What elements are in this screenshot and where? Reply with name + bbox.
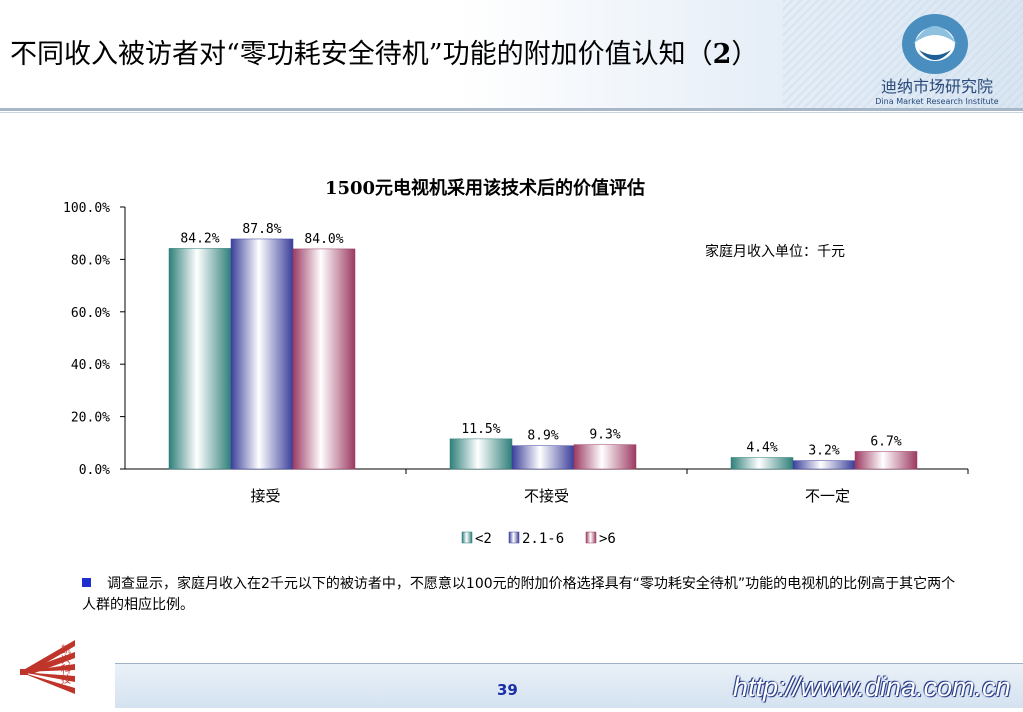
header-divider (0, 108, 1023, 111)
bar-value-label: 3.2% (808, 444, 839, 459)
legend-label: >6 (599, 531, 616, 547)
svg-text:凯兴科技: 凯兴科技 (59, 643, 71, 685)
header-divider-thin (0, 112, 1023, 113)
bar (449, 438, 513, 470)
y-tick-label: 0.0% (79, 463, 110, 478)
y-tick-label: 80.0% (71, 253, 110, 268)
company-logo-lettering: 凯兴科技 (59, 643, 71, 685)
income-unit-note: 家庭月收入单位：千元 (705, 244, 845, 260)
bullet-icon (82, 578, 91, 587)
bar-value-label: 4.4% (746, 440, 777, 455)
y-tick-label: 100.0% (63, 201, 110, 216)
bar-value-label: 87.8% (242, 222, 281, 237)
y-tick-label: 60.0% (71, 306, 110, 321)
x-category-label: 不一定 (805, 487, 850, 505)
legend-swatch (508, 531, 520, 544)
footer-band (115, 664, 1023, 708)
bar-value-label: 84.0% (304, 232, 343, 247)
x-category-label: 接受 (250, 487, 280, 505)
bar (168, 248, 232, 470)
legend-label: <2 (475, 531, 492, 547)
bar-value-label: 9.3% (589, 428, 620, 443)
legend-swatch (461, 531, 473, 544)
bar (730, 457, 794, 470)
bar (573, 444, 637, 470)
bar-value-label: 6.7% (870, 434, 901, 449)
page-title: 不同收入被访者对“零功耗安全待机”功能的附加价值认知（2） (10, 39, 759, 70)
header-band (0, 0, 1023, 108)
y-tick-label: 20.0% (71, 411, 110, 426)
chart: 1500元电视机采用该技术后的价值评估 100.0% 80.0% 60.0% 40.0… (63, 177, 969, 547)
finding-note: 调查显示，家庭月收入在2千元以下的被访者中，不愿意以100元的附加价格选择具有“… (82, 576, 956, 613)
chart-category-labels: 接受 不接受 不一定 (250, 487, 850, 505)
bar-value-label: 84.2% (180, 231, 219, 246)
bar (511, 445, 575, 470)
chart-bars: 84.2% 87.8% 84.0% 11.5% 8.9% 9.3% 4.4% 3.2% 6.7% (168, 222, 918, 470)
legend-label: 2.1-6 (522, 531, 564, 547)
header-decoration (783, 0, 1023, 108)
y-tick-label: 40.0% (71, 358, 110, 373)
dina-logo: 迪纳市场研究院 Dina Market Research Institute (875, 14, 999, 106)
bar (230, 238, 294, 470)
website-url: http://www.dina.com.cn (733, 672, 1011, 702)
chart-legend: <2 2.1-6 >6 (461, 531, 616, 547)
logo-text-en: Dina Market Research Institute (875, 97, 998, 106)
footer-left: 凯兴科技 (0, 632, 115, 708)
x-category-label: 不接受 (524, 487, 569, 505)
legend-swatch (585, 531, 597, 544)
logo-text-cn: 迪纳市场研究院 (881, 77, 993, 96)
bar (854, 451, 918, 470)
page-number: 39 (497, 681, 518, 699)
footer-divider (115, 663, 1023, 664)
bar-value-label: 11.5% (461, 422, 500, 437)
bar-value-label: 8.9% (527, 429, 558, 444)
bar (792, 460, 856, 470)
chart-title: 1500元电视机采用该技术后的价值评估 (325, 177, 645, 199)
logo-emblem-icon (902, 14, 968, 74)
company-logo-icon: 凯兴科技 (20, 640, 75, 694)
bar (292, 248, 356, 470)
